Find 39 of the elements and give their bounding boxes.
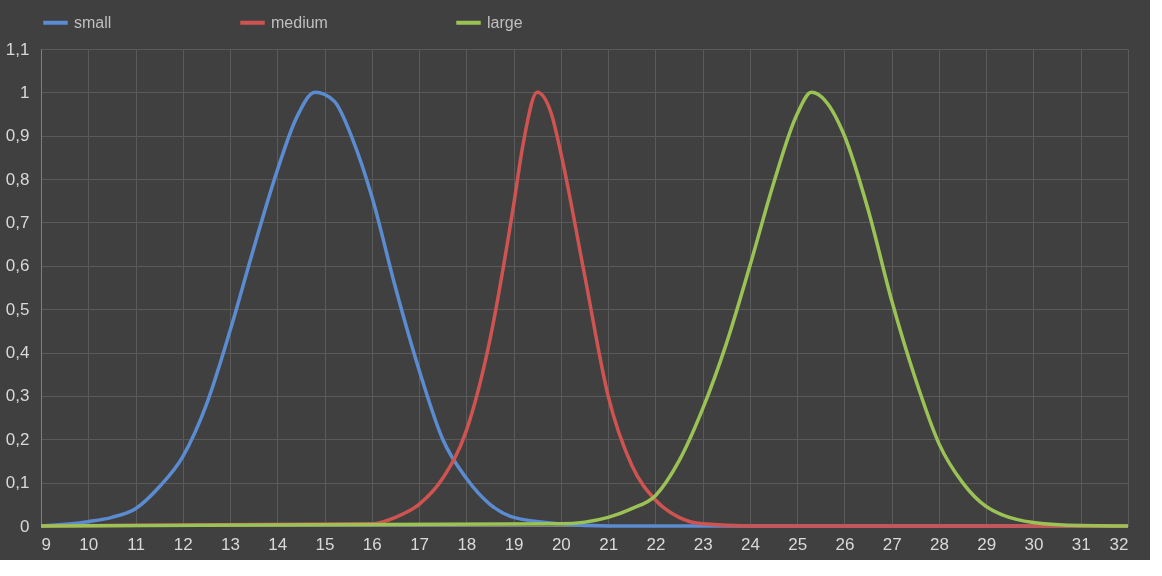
x-tick-label: 12: [173, 534, 193, 554]
legend-label: medium: [271, 13, 328, 31]
x-tick-label: 20: [551, 534, 571, 554]
legend-label: large: [487, 13, 523, 31]
y-tick-label: 0,8: [5, 169, 30, 189]
y-tick-label: 0,9: [5, 126, 30, 146]
x-tick-label: 21: [599, 534, 619, 554]
y-tick-label: 1,1: [5, 39, 30, 59]
x-tick-label: 13: [221, 534, 240, 554]
y-tick-label: 0: [20, 516, 30, 536]
x-tick-label: 32: [1109, 534, 1129, 554]
x-tick-label: 31: [1071, 534, 1091, 554]
x-tick-label: 22: [646, 534, 666, 554]
y-tick-label: 1: [20, 82, 30, 102]
x-tick-label: 29: [977, 534, 997, 554]
y-tick-label: 0,7: [5, 212, 30, 232]
x-tick-label: 17: [410, 534, 430, 554]
x-tick-label: 30: [1024, 534, 1044, 554]
x-tick-label: 11: [127, 534, 145, 554]
y-tick-label: 0,6: [5, 256, 30, 276]
y-tick-label: 0,1: [5, 473, 30, 493]
x-tick-label: 18: [457, 534, 477, 554]
x-tick-label: 24: [740, 534, 760, 554]
x-tick-label: 9: [41, 534, 51, 554]
x-tick-label: 10: [79, 534, 99, 554]
x-tick-label: 15: [315, 534, 335, 554]
x-tick-label: 26: [835, 534, 855, 554]
x-tick-label: 19: [504, 534, 524, 554]
y-tick-label: 0,2: [5, 429, 30, 449]
x-tick-label: 28: [930, 534, 949, 554]
x-tick-label: 23: [693, 534, 713, 554]
y-tick-label: 0,3: [5, 386, 30, 406]
x-tick-label: 14: [268, 534, 288, 554]
y-tick-label: 0,5: [5, 299, 30, 319]
x-tick-label: 16: [362, 534, 382, 554]
y-tick-label: 0,4: [5, 343, 30, 363]
x-tick-label: 25: [788, 534, 808, 554]
legend-label: small: [74, 13, 112, 31]
x-tick-label: 27: [882, 534, 902, 554]
